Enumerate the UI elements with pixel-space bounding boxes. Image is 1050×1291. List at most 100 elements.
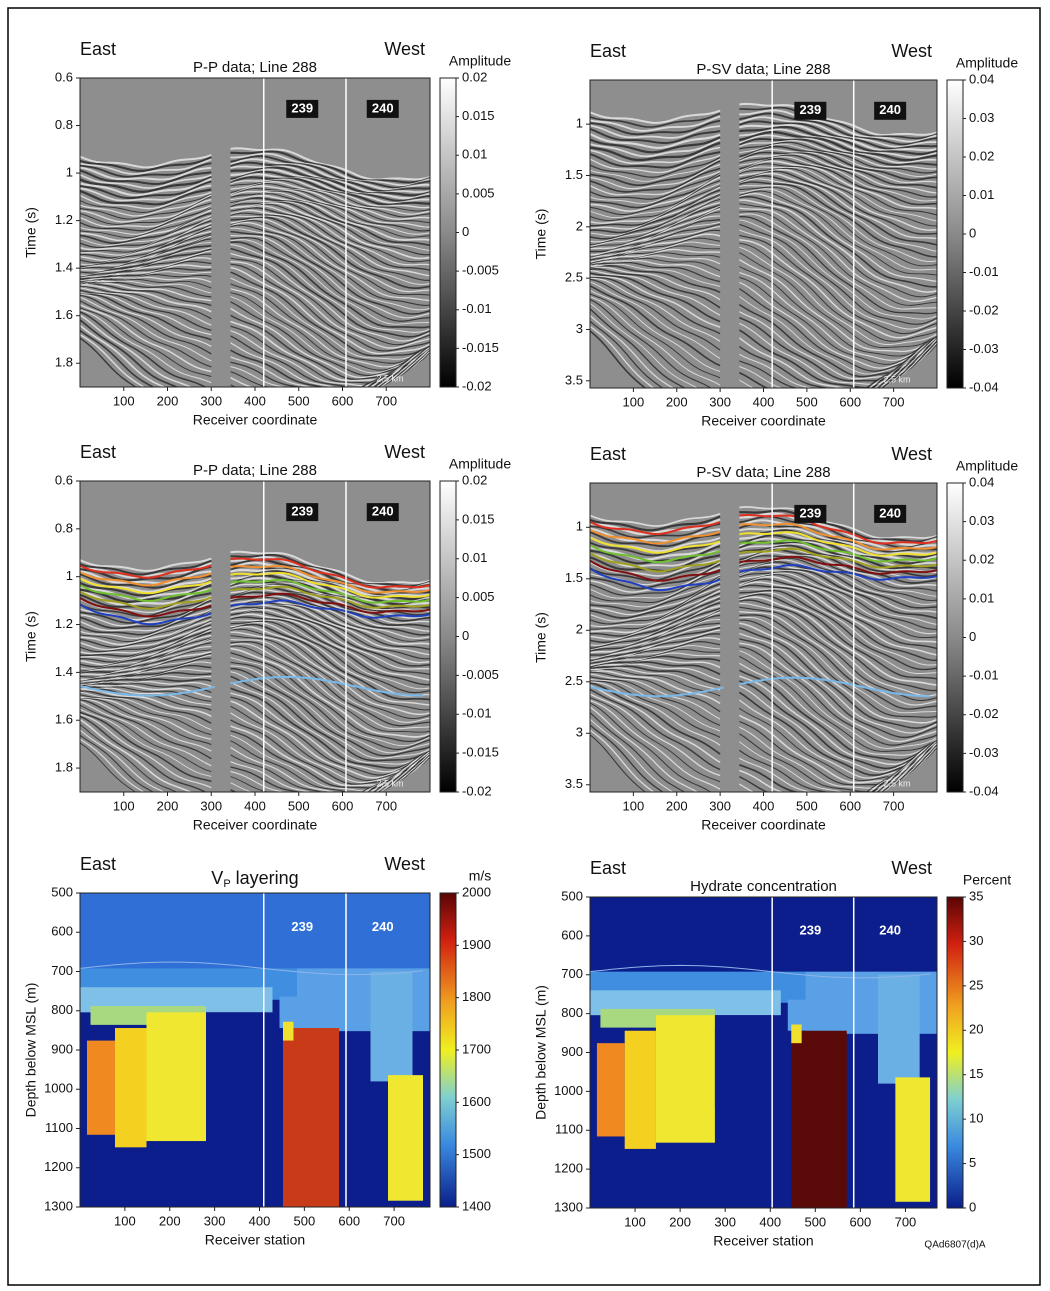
y-tick-label: 1.6 bbox=[55, 712, 73, 727]
marker-box bbox=[366, 99, 399, 118]
y-tick-label: 500 bbox=[561, 888, 583, 903]
reflector bbox=[80, 602, 212, 627]
model-cell bbox=[878, 974, 920, 1084]
reflector bbox=[875, 741, 937, 792]
reflector bbox=[590, 571, 721, 596]
colorbar-tick-label: 0.02 bbox=[969, 148, 994, 163]
scale-label: 2.5 km bbox=[883, 374, 910, 384]
reflector bbox=[80, 271, 212, 286]
reflector bbox=[590, 302, 698, 388]
marker-box bbox=[794, 504, 827, 523]
y-tick-label: 1.5 bbox=[565, 570, 583, 585]
plot-image bbox=[590, 897, 937, 1208]
reflector bbox=[80, 711, 212, 783]
colorbar-tick-label: -0.03 bbox=[969, 745, 999, 760]
reflector bbox=[80, 708, 212, 777]
colorbar-tick-label: 5 bbox=[969, 1155, 976, 1170]
reflector bbox=[80, 668, 212, 689]
y-tick-label: 0.8 bbox=[55, 520, 73, 535]
left-label: East bbox=[590, 444, 626, 464]
y-tick-label: 1 bbox=[66, 568, 73, 583]
reflector bbox=[80, 579, 212, 597]
y-tick-label: 900 bbox=[561, 1044, 583, 1059]
reflector bbox=[80, 608, 212, 632]
reflector bbox=[80, 296, 212, 362]
reflector bbox=[590, 661, 721, 676]
colorbar-tick-label: 0.01 bbox=[969, 590, 994, 605]
colorbar-tick-label: 0.015 bbox=[462, 511, 495, 526]
colorbar bbox=[946, 482, 964, 793]
y-tick-label: 2.5 bbox=[565, 270, 583, 285]
marker-box bbox=[874, 101, 907, 120]
reflector bbox=[80, 289, 212, 331]
reflector bbox=[80, 276, 212, 285]
reflector bbox=[590, 158, 721, 182]
reflector bbox=[590, 266, 721, 301]
horizon bbox=[590, 544, 721, 564]
left-label: East bbox=[80, 39, 116, 59]
reflector bbox=[590, 597, 721, 644]
right-label: West bbox=[891, 444, 932, 464]
x-tick-label: 500 bbox=[796, 394, 818, 409]
y-axis-label: Depth below MSL (m) bbox=[533, 985, 549, 1120]
y-tick-label: 1200 bbox=[44, 1159, 73, 1174]
reflector bbox=[371, 750, 430, 792]
reflector bbox=[80, 729, 166, 792]
reflector bbox=[875, 336, 937, 388]
seafloor bbox=[590, 964, 931, 979]
horizon bbox=[590, 552, 721, 573]
reflector bbox=[80, 701, 212, 767]
reflector bbox=[590, 248, 721, 268]
reflector bbox=[80, 158, 212, 175]
reflector bbox=[590, 151, 721, 169]
reflector bbox=[80, 212, 212, 244]
reflector bbox=[590, 314, 674, 388]
y-axis-label: Time (s) bbox=[23, 207, 39, 258]
reflector bbox=[80, 193, 212, 213]
reflector bbox=[590, 320, 664, 388]
y-tick-label: 700 bbox=[51, 963, 73, 978]
x-tick-label: 400 bbox=[753, 394, 775, 409]
horizon bbox=[590, 567, 721, 592]
reflector bbox=[80, 293, 212, 347]
reflector bbox=[590, 276, 721, 335]
colorbar-tick-label: -0.02 bbox=[462, 378, 492, 393]
colorbar-tick-label: -0.02 bbox=[969, 302, 999, 317]
x-tick-label: 600 bbox=[332, 798, 354, 813]
horizon bbox=[590, 521, 721, 536]
reflector bbox=[363, 748, 430, 792]
reflector bbox=[80, 599, 212, 624]
x-tick-label: 200 bbox=[157, 393, 179, 408]
x-tick-label: 400 bbox=[244, 798, 266, 813]
well-marker: 239 bbox=[291, 919, 313, 934]
model-cell bbox=[370, 971, 413, 1082]
colorbar-tick-label: -0.04 bbox=[969, 379, 999, 394]
reflector bbox=[80, 628, 212, 668]
colorbar-tick-label: 0.02 bbox=[969, 552, 994, 567]
colorbar-tick-label: 1600 bbox=[462, 1094, 491, 1109]
data-gap bbox=[723, 483, 740, 792]
colorbar-tick-label: -0.005 bbox=[462, 263, 499, 278]
colorbar-title: Percent bbox=[963, 872, 1011, 888]
reflector bbox=[80, 180, 212, 199]
reflector bbox=[590, 252, 721, 267]
right-label: West bbox=[891, 41, 932, 61]
x-tick-label: 100 bbox=[623, 394, 645, 409]
y-tick-label: 1 bbox=[576, 519, 583, 534]
well-marker: 239 bbox=[799, 102, 821, 117]
reflector bbox=[80, 191, 212, 210]
frame bbox=[7, 7, 1041, 1286]
x-axis-label: Receiver coordinate bbox=[193, 817, 318, 833]
reflector bbox=[590, 699, 721, 790]
x-tick-label: 700 bbox=[883, 798, 905, 813]
reflector bbox=[590, 163, 721, 190]
reflector bbox=[590, 193, 721, 240]
reflector bbox=[80, 194, 212, 217]
y-tick-label: 1000 bbox=[554, 1083, 583, 1098]
panel-title: P-P data; Line 288 bbox=[193, 462, 317, 479]
reflector bbox=[590, 138, 721, 158]
reflector bbox=[590, 539, 721, 557]
reflector bbox=[80, 559, 212, 576]
colorbar-tick-label: -0.01 bbox=[462, 706, 492, 721]
reflector bbox=[80, 287, 212, 326]
